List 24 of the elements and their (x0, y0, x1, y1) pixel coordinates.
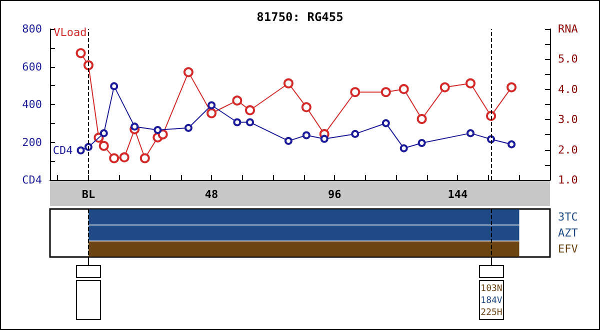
series-label: CD4 (52, 144, 74, 157)
text: 184V (480, 295, 504, 307)
y2-tick-label: 2.0 (558, 143, 578, 156)
y-tick-label: 200 (22, 136, 42, 149)
text: 103N (480, 283, 504, 295)
y-tick-label: 3TC (558, 210, 578, 224)
y-tick-label: 600 (22, 60, 42, 74)
series-label: VLoad (54, 26, 87, 40)
x-tick-label: 96 (328, 188, 342, 201)
chart-title: 81750: RG455 (256, 10, 344, 24)
y2-tick-label: 5.0 (558, 52, 578, 66)
y2-tick-label: 4.0 (558, 82, 578, 96)
y2-tick-label: 1.0 (558, 174, 578, 186)
y-tick-label: AZT (558, 226, 578, 240)
y-tick-label: EFV (558, 242, 578, 256)
x-tick-label: 144 (448, 188, 468, 201)
y2-tick-label: RNA (558, 22, 578, 36)
y-tick-label: 800 (22, 22, 42, 36)
y-tick-label: CD4 (22, 174, 42, 186)
text: 225H (480, 307, 504, 319)
x-tick-label: 48 (204, 188, 218, 201)
x-tick-label: BL (82, 188, 96, 201)
y2-tick-label: 3.0 (558, 113, 578, 126)
y-tick-label: 400 (22, 98, 42, 111)
